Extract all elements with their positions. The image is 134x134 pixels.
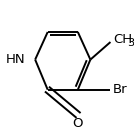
Text: CH: CH [113,33,132,46]
Text: O: O [73,117,83,130]
Text: 3: 3 [127,38,134,48]
Text: Br: Br [113,83,128,96]
Text: HN: HN [5,53,25,66]
